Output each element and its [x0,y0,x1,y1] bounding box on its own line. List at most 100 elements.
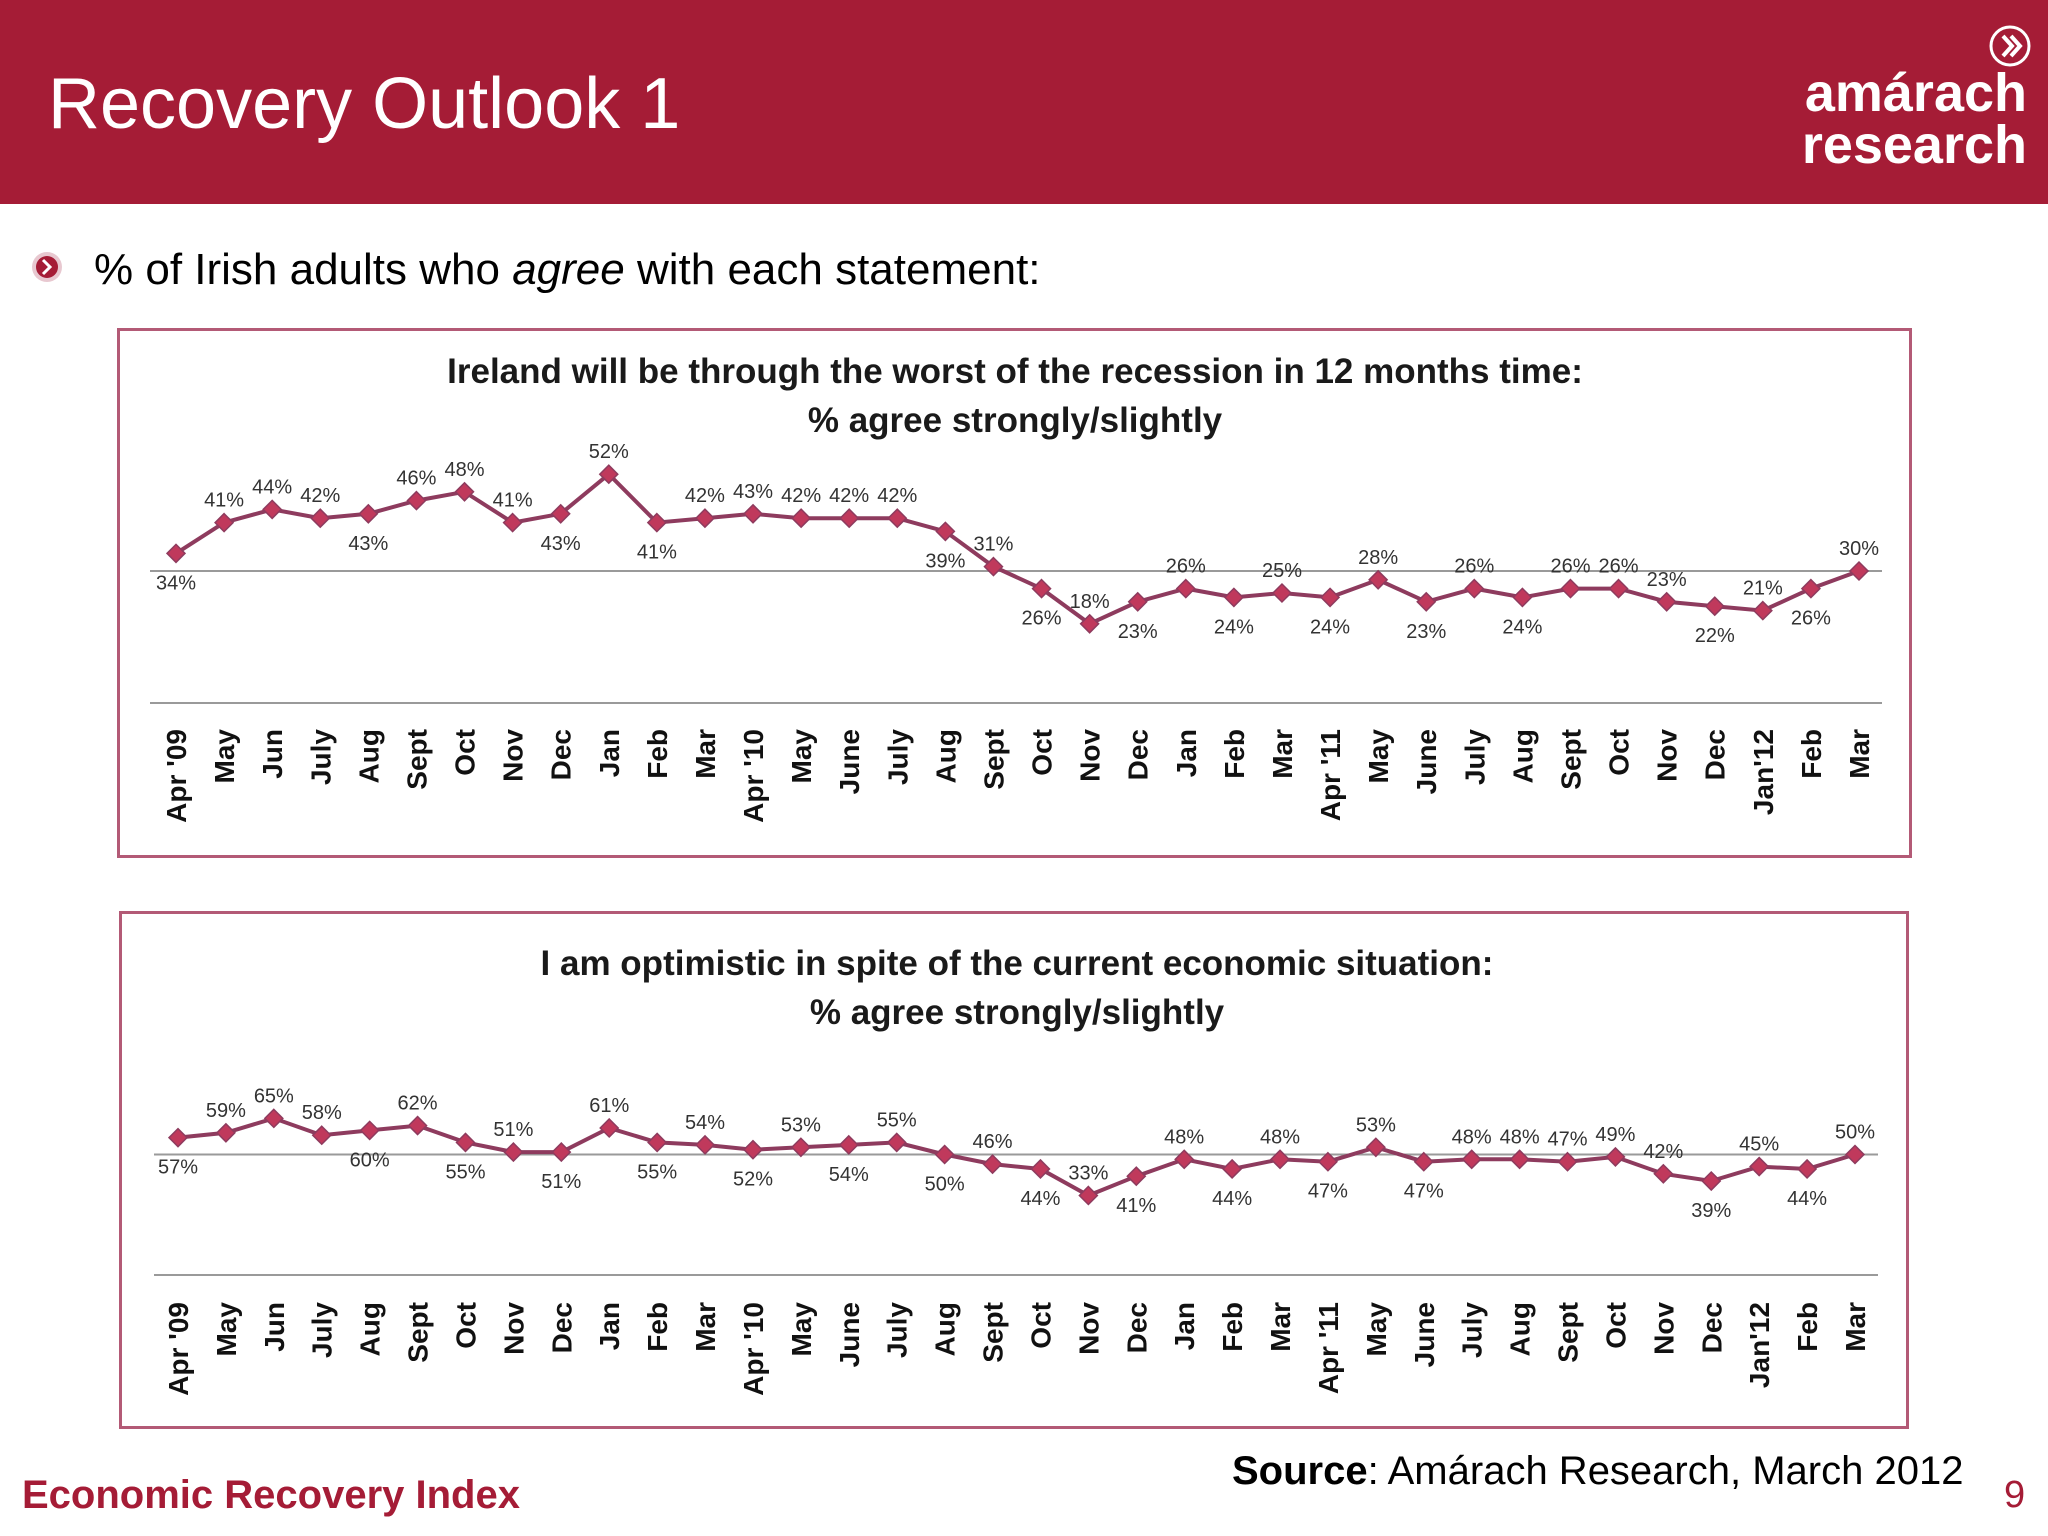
data-point [1608,578,1629,599]
x-tick-label: Sept [1553,1302,1584,1363]
data-label: 58% [302,1102,342,1124]
header-bar: Recovery Outlook 1 amárach research [0,0,2048,204]
data-point [886,1132,907,1153]
x-tick-label: Nov [1073,1302,1104,1355]
x-tick-label: July [305,729,336,785]
x-tick-label: Mar [690,1302,721,1352]
data-label: 41% [1116,1195,1156,1217]
data-point [358,503,379,524]
x-tick-label: May [1363,729,1394,784]
data-label: 26% [1022,608,1062,630]
x-tick-label: Apr '10 [738,1302,769,1396]
data-label: 26% [1166,556,1206,578]
data-label: 53% [781,1114,821,1136]
data-label: 42% [1643,1141,1683,1163]
data-point [887,508,908,529]
x-tick-label: Oct [450,1302,481,1349]
data-label: 24% [1310,616,1350,638]
x-tick-label: May [1361,1302,1392,1357]
data-point [1174,1149,1195,1170]
data-point [934,1144,955,1165]
data-label: 42% [781,485,821,507]
data-point [1078,1185,1099,1206]
data-label: 26% [1550,556,1590,578]
data-point [1797,1158,1818,1180]
x-tick-label: Dec [1121,1302,1152,1353]
data-label: 65% [254,1085,294,1107]
data-label: 28% [1358,547,1398,569]
data-point [1319,587,1341,608]
x-tick-label: Apr '09 [163,1302,194,1396]
data-label: 41% [493,490,533,512]
data-label: 46% [396,468,436,490]
data-label: 49% [1595,1124,1635,1146]
x-tick-label: Feb [1219,729,1250,779]
subtitle-text: % of Irish adults who agree with each st… [94,245,1041,294]
data-label: 44% [252,476,292,498]
data-label: 22% [1695,625,1735,647]
x-tick-label: Jan [1169,1302,1200,1350]
x-tick-label: Nov [498,1302,529,1355]
x-tick-label: Apr '11 [1315,729,1346,821]
x-tick-label: Sept [403,1302,434,1363]
data-point [694,508,716,529]
data-label: 18% [1070,591,1110,613]
data-label: 47% [1308,1181,1348,1203]
data-label: 61% [589,1095,629,1117]
x-tick-label: Jun [257,729,288,779]
data-point [1464,578,1485,599]
data-point [598,464,619,485]
data-label: 48% [1260,1126,1300,1148]
data-point [1701,1170,1722,1192]
x-tick-label: Dec [1700,729,1731,780]
data-label: 47% [1404,1181,1444,1203]
logo-text-line1: amárach [1804,63,2027,123]
x-tick-label: Dec [546,729,577,780]
data-point [165,543,187,564]
data-label: 43% [348,533,388,555]
x-tick-label: June [834,1302,865,1367]
x-tick-label: Sept [978,1302,1009,1363]
data-point [263,1108,284,1129]
data-point [1605,1146,1626,1167]
x-tick-label: May [209,729,240,784]
x-tick-label: Jan [1171,729,1202,777]
x-tick-label: June [1409,1302,1440,1367]
data-label: 55% [637,1161,677,1183]
chart-subtitle: % agree strongly/slightly [808,401,1223,440]
data-point [167,1127,189,1148]
data-point [1704,596,1725,617]
data-point [694,1134,716,1155]
data-point [1560,578,1581,599]
x-tick-label: Apr '10 [738,729,769,823]
x-tick-label: Dec [1696,1302,1727,1353]
x-tick-label: Jun [259,1302,290,1352]
data-label: 59% [206,1100,246,1122]
data-label: 50% [1835,1122,1875,1144]
data-point [1222,1158,1243,1180]
data-label: 55% [877,1109,917,1131]
chart-recession-outlook: Ireland will be through the worst of the… [117,328,1912,858]
data-label: 48% [1500,1126,1540,1148]
chart-optimism: I am optimistic in spite of the current … [119,911,1909,1429]
data-point [791,508,812,529]
x-tick-label: Feb [1217,1302,1248,1352]
x-tick-label: Mar [1840,1302,1871,1352]
x-tick-label: July [1457,1302,1488,1358]
data-label: 30% [1839,538,1879,560]
x-tick-label: May [211,1302,242,1357]
x-tick-label: Nov [1075,729,1106,782]
data-point [1223,587,1244,608]
data-label: 23% [1647,569,1687,591]
x-tick-label: Feb [1796,729,1827,779]
data-label: 26% [1791,608,1831,630]
x-tick-label: Dec [546,1302,577,1353]
data-point [454,481,475,502]
x-tick-label: Mar [1844,729,1875,779]
x-tick-label: Oct [450,729,481,776]
x-tick-label: May [786,1302,817,1357]
data-label: 60% [350,1149,390,1171]
data-point [839,508,860,529]
footer-index-name: Economic Recovery Index [22,1473,520,1517]
data-point [742,1139,764,1160]
